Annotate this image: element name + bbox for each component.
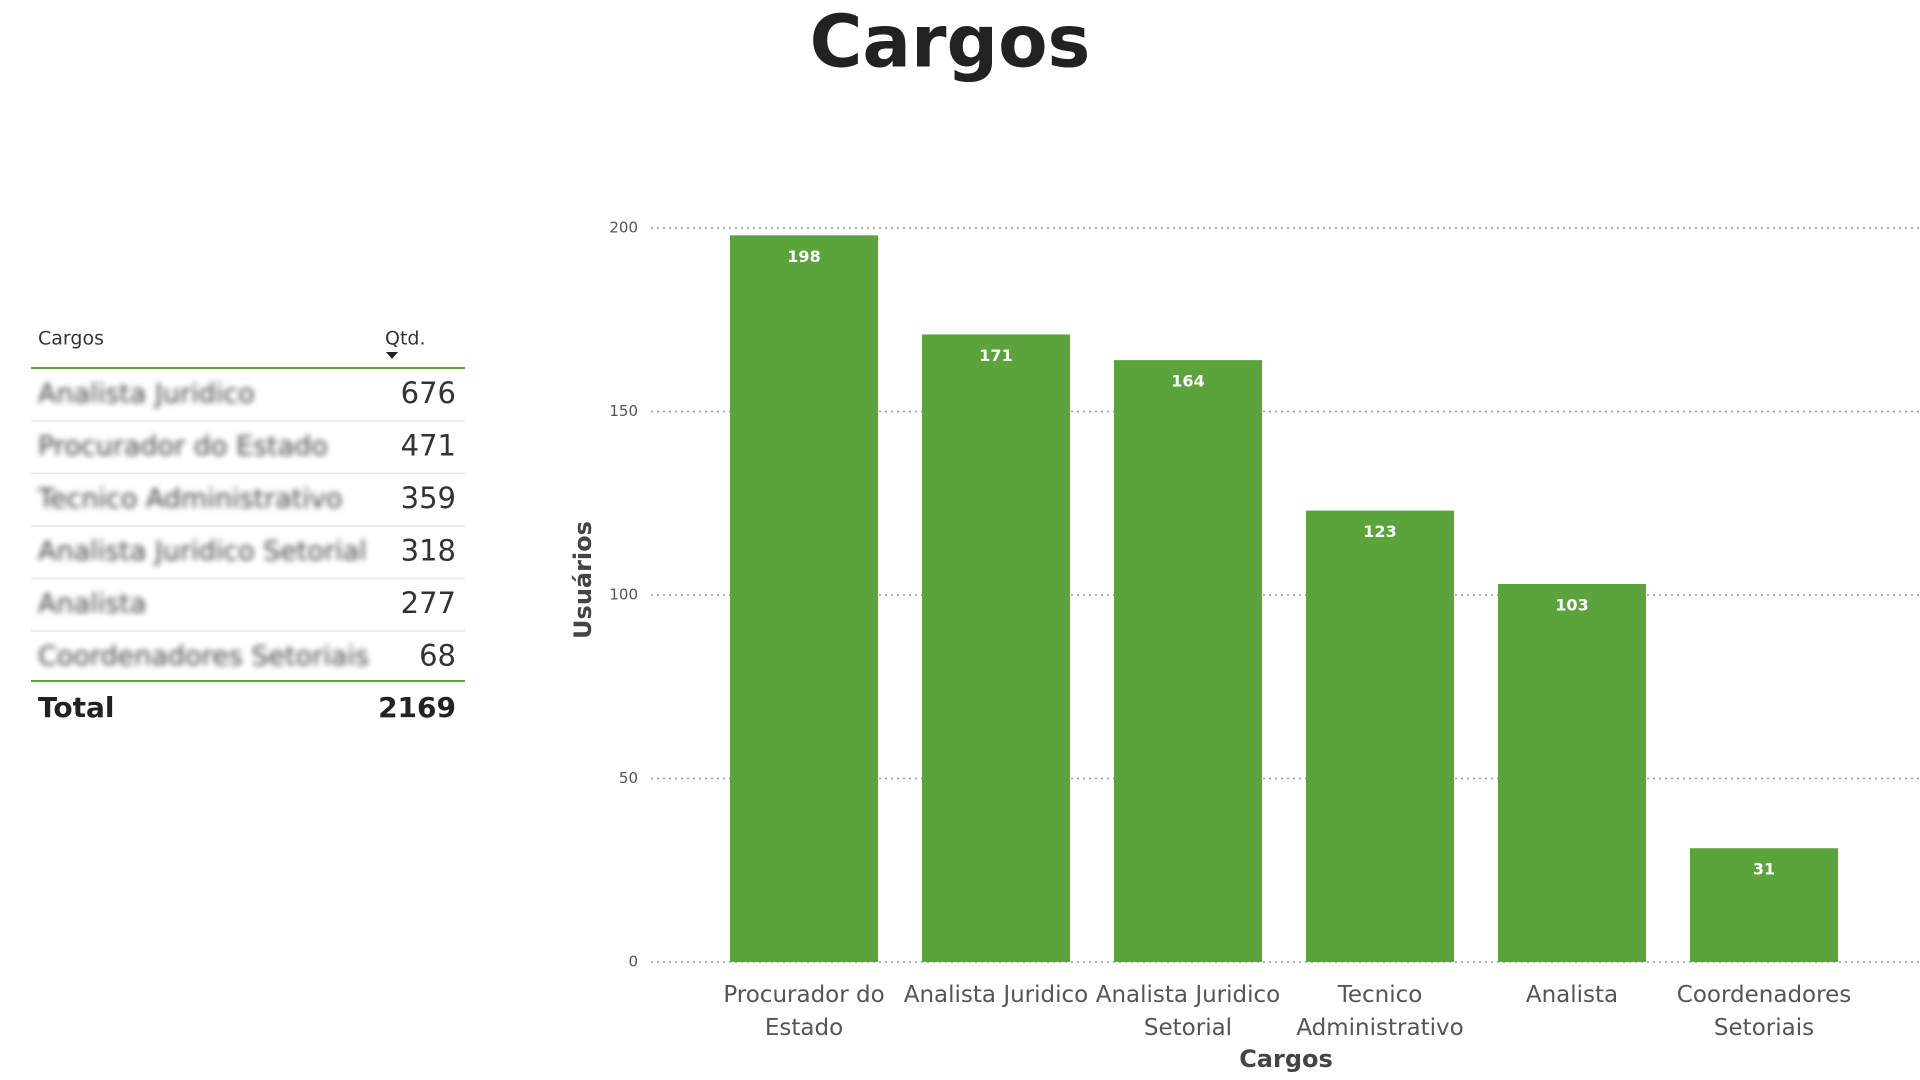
row-label: Analista Juridico (38, 379, 255, 410)
bar (1306, 510, 1454, 962)
bar (922, 334, 1070, 962)
data-label: 123 (1363, 522, 1396, 541)
row-value: 68 (419, 639, 456, 673)
total-value: 2169 (378, 691, 456, 724)
bar (730, 235, 878, 963)
y-tick-label: 100 (609, 586, 638, 604)
x-tick-label: Procurador do Estado (723, 982, 884, 1041)
data-label: 198 (787, 247, 820, 266)
x-axis-title: Cargos (1239, 1045, 1333, 1073)
row-label: Tecnico Administrativo (37, 484, 342, 515)
data-label: 103 (1555, 595, 1588, 614)
y-tick-label: 150 (609, 402, 638, 420)
y-tick-label: 50 (619, 769, 638, 787)
x-tick-label: Analista Juridico Setorial (1096, 982, 1281, 1041)
y-tick-label: 0 (628, 953, 638, 971)
row-label: Analista (38, 589, 146, 620)
x-tick-label: Tecnico Administrativo (1296, 982, 1463, 1041)
page-title: Cargos (810, 0, 1091, 84)
row-label: Analista Juridico Setorial (38, 536, 367, 567)
y-axis-title: Usuários (569, 521, 597, 639)
x-tick-label: Analista Juridico (904, 982, 1089, 1008)
row-label: Coordenadores Setoriais (38, 641, 369, 672)
sort-indicator (386, 352, 398, 359)
y-tick-label: 200 (609, 219, 638, 237)
table-header: Cargos (38, 328, 104, 350)
row-value: 318 (401, 534, 456, 568)
bar (1498, 583, 1646, 962)
bar (1114, 360, 1262, 962)
total-label: Total (38, 691, 115, 724)
table: Cargos Qtd. Analista Juridico 676 Procurador… (31, 328, 465, 724)
table-header: Qtd. (385, 328, 426, 350)
data-label: 164 (1171, 372, 1204, 391)
data-label: 31 (1753, 860, 1775, 879)
row-label: Procurador do Estado (38, 431, 328, 462)
x-tick-label: Analista (1526, 982, 1618, 1008)
row-value: 359 (401, 481, 456, 515)
chart: 0 50 100 150 200 198 Procurador do Estado 171 Ana… (569, 219, 1920, 1073)
x-tick-label: Coordenadores Setoriais (1677, 982, 1851, 1041)
row-value: 471 (401, 429, 456, 463)
data-label: 171 (979, 346, 1012, 365)
row-value: 277 (401, 586, 456, 620)
row-value: 676 (401, 376, 456, 410)
bar (1690, 848, 1838, 962)
